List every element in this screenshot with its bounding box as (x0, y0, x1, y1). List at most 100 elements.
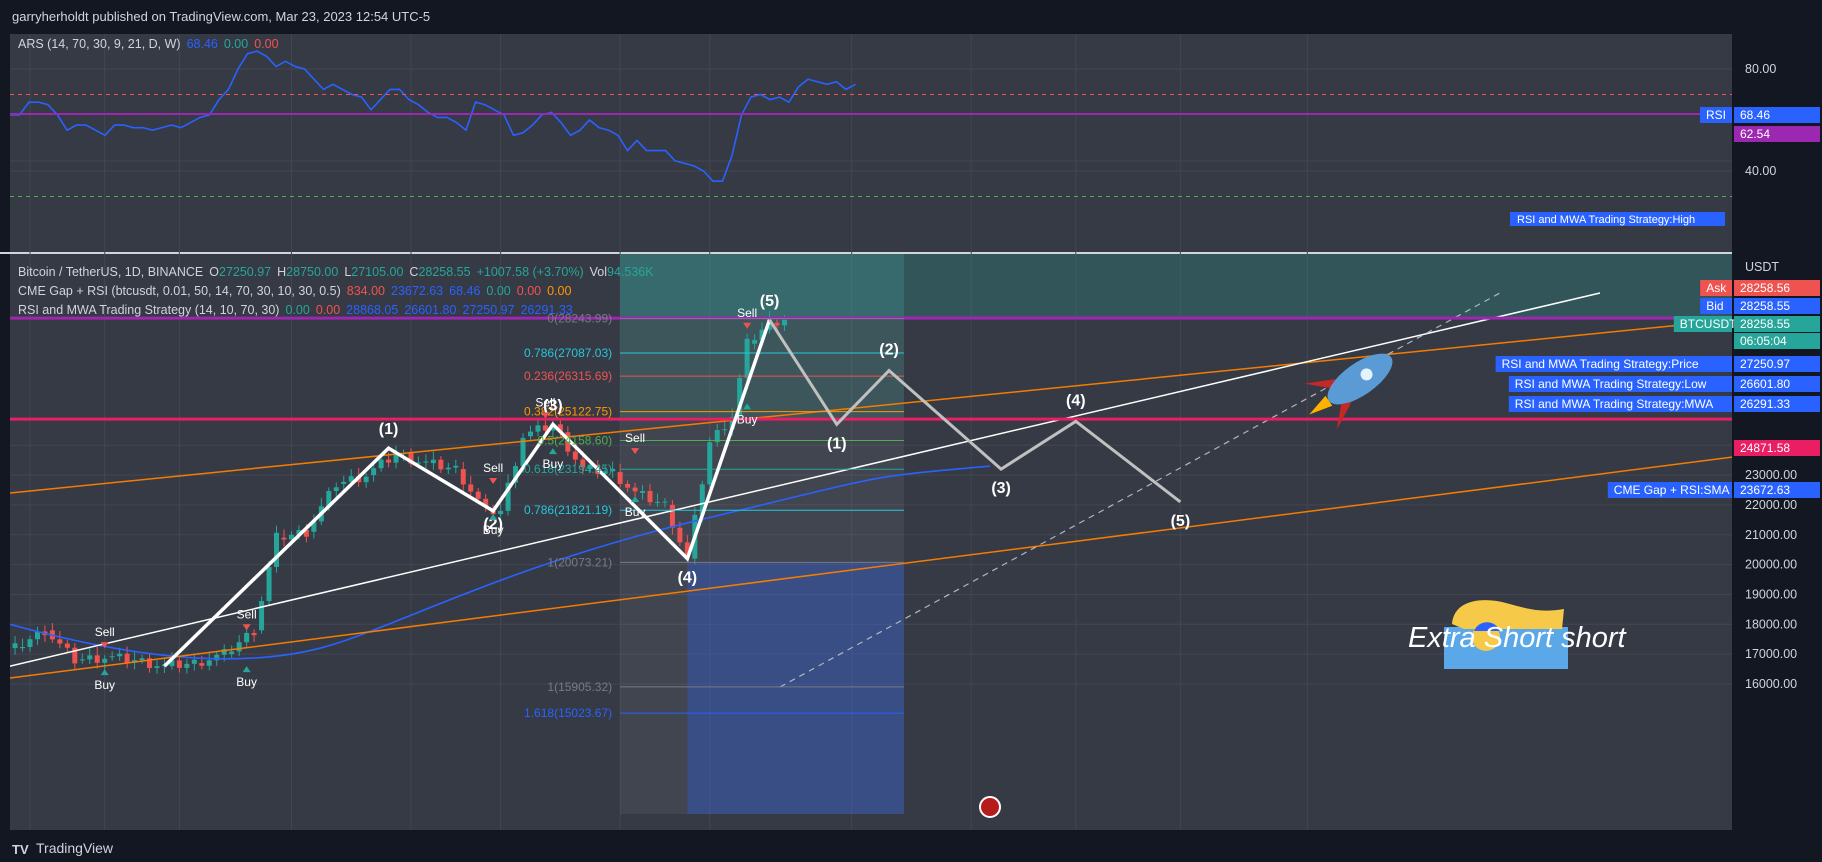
countdown-bg (1734, 333, 1820, 349)
candle-body (408, 453, 414, 464)
candle-body (602, 471, 608, 474)
elliott-wave-projection (768, 319, 1182, 504)
strategy-legend-name: RSI and MWA Trading Strategy (14, 10, 70… (18, 303, 280, 317)
buy-arrow (631, 495, 640, 502)
brand-text[interactable]: TradingView (36, 840, 114, 856)
candle-body (229, 651, 235, 655)
wave-label: (1) (827, 435, 847, 452)
rsi-tag-value: 62.54 (1740, 127, 1770, 141)
candle-body (348, 476, 354, 482)
price-tag-value-bg (1734, 376, 1820, 392)
candle-body (333, 487, 339, 492)
candle-body (774, 322, 780, 326)
main-legend[interactable]: Bitcoin / TetherUS, 1D, BINANCE O27250.97… (18, 265, 660, 279)
candle-body (565, 432, 571, 452)
candle-body (453, 465, 459, 468)
price-tag-label-bg (1495, 356, 1732, 372)
price-axis-tick: 18000.00 (1745, 617, 1797, 631)
sma-blue-line (10, 465, 991, 660)
price-axis-bg[interactable] (1732, 34, 1822, 830)
fib-zone-lower (687, 562, 904, 814)
candle-body (124, 653, 130, 663)
candle-body (625, 483, 631, 488)
buy-arrow (489, 513, 498, 520)
cme-legend-name: CME Gap + RSI (btcusdt, 0.01, 50, 14, 70… (18, 284, 341, 298)
x-axis-tick: Mar (609, 830, 632, 832)
strategy-high-text: RSI and MWA Trading Strategy:High (1517, 214, 1695, 226)
candle-body (10, 648, 11, 653)
candle-body (714, 429, 720, 443)
candle-body (139, 658, 145, 661)
candle-body (341, 481, 347, 485)
candle-body (781, 319, 787, 326)
candle-body (363, 476, 369, 483)
candle-body (662, 501, 668, 503)
candle-body (759, 329, 765, 341)
candle-body (281, 537, 287, 540)
fib-label: 0.618(23194.45) (524, 462, 612, 476)
buy-signal-label: Buy (543, 457, 564, 471)
candle-body (677, 527, 683, 543)
candle-body (266, 566, 272, 602)
cme-legend[interactable]: CME Gap + RSI (btcusdt, 0.01, 50, 14, 70… (18, 284, 577, 298)
x-axis-tick: 13 (493, 830, 507, 832)
price-tag-value: 26601.80 (1740, 377, 1790, 391)
sell-arrow (631, 448, 640, 455)
candle-body (274, 532, 280, 567)
candle-body (535, 425, 541, 432)
rsi-legend-name: ARS (14, 70, 30, 9, 21, D, W) (18, 37, 181, 51)
strategy-v4: 26601.80 (404, 303, 457, 317)
rsi-legend[interactable]: ARS (14, 70, 30, 9, 21, D, W) 68.46 0.00 0.… (18, 37, 285, 51)
price-tag-value: 27250.97 (1740, 357, 1790, 371)
candle-body (27, 639, 33, 647)
candle-body (154, 666, 160, 669)
candle-body (259, 601, 265, 631)
cme-v4: 0.00 (486, 284, 511, 298)
chart-svg[interactable]: 0(28243.99) 0.786(27087.03) 0.236(26315.69… (0, 34, 1822, 832)
rocket-body (1327, 353, 1393, 405)
candle-body (684, 542, 690, 557)
price-tag-value-bg (1734, 396, 1820, 412)
change-value: +1007.58 (+3.70%) (476, 265, 584, 279)
candle-body (632, 487, 638, 492)
wave-label: (2) (879, 342, 899, 359)
sell-arrow (743, 322, 752, 329)
strategy-high-tag (1510, 212, 1725, 226)
strategy-v5: 27250.97 (462, 303, 515, 317)
swimmer-arm (1452, 600, 1564, 629)
candle-body (221, 649, 227, 655)
candle-body (438, 459, 444, 470)
sell-signal-label: Sell (625, 431, 645, 445)
wave-label: (5) (760, 293, 780, 310)
price-axis-tick: 17000.00 (1745, 647, 1797, 661)
buy-signal-label: Buy (236, 675, 257, 689)
rocket-window (1360, 368, 1373, 381)
buy-arrow (743, 403, 752, 410)
tradingview-logo-icon[interactable]: TV (12, 842, 29, 857)
candle-body (109, 656, 115, 658)
swimmer-icon (1444, 600, 1568, 669)
candle-body (296, 529, 302, 535)
price-tag-label: CME Gap + RSI:SMA (1614, 483, 1730, 497)
candle-body (102, 658, 108, 663)
candle-body (199, 663, 205, 666)
candle-body (326, 491, 332, 507)
candle-body (505, 482, 511, 511)
x-axis-tick: 2023 (165, 830, 194, 832)
price-tag-label-bg (1508, 376, 1732, 392)
footer: TV TradingView (0, 832, 1822, 862)
buy-arrow (548, 448, 557, 455)
candle-body (468, 484, 474, 492)
candle-body (527, 431, 533, 437)
candle-body (498, 510, 504, 515)
buy-arrow (100, 669, 109, 676)
price-tag-label: RSI and MWA Trading Strategy:Low (1515, 377, 1707, 391)
candle-body (513, 466, 519, 483)
candle-body (214, 654, 220, 661)
sell-signal-label: Sell (483, 461, 503, 475)
price-tag-label: Ask (1706, 281, 1727, 295)
candle-body (12, 643, 18, 649)
pane-separator[interactable] (0, 252, 1822, 254)
axes: 12 22 2023 16 Feb 13 Mar 13 Apr 17 May 15 Jun 80.00 40… (23, 62, 1820, 832)
strategy-legend[interactable]: RSI and MWA Trading Strategy (14, 10, 70… (18, 303, 579, 317)
